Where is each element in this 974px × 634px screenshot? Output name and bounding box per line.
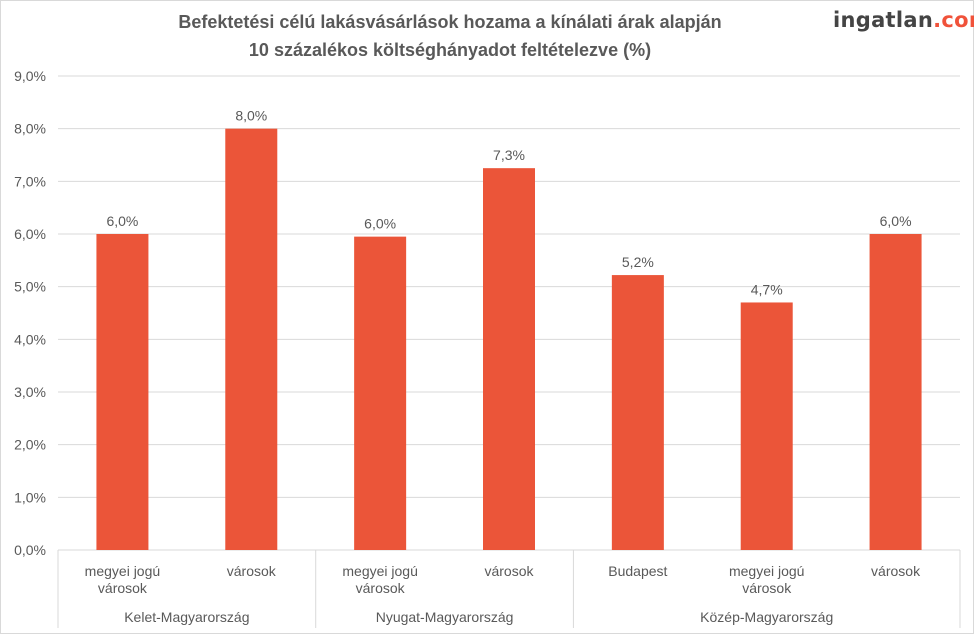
y-tick-label: 9,0%: [14, 68, 46, 84]
x-tick-label: megyei jogú: [729, 563, 805, 579]
logo-name: ingatlan: [833, 8, 934, 32]
logo-tld: .com: [933, 8, 974, 32]
data-label: 8,0%: [235, 108, 267, 124]
bar: [225, 128, 278, 550]
y-tick-label: 4,0%: [14, 331, 46, 347]
ingatlan-logo: ingatlan.com: [833, 8, 974, 32]
group-label: Közép-Magyarország: [700, 609, 833, 625]
data-label: 6,0%: [364, 216, 396, 232]
y-tick-label: 6,0%: [14, 226, 46, 242]
y-tick-label: 0,0%: [14, 542, 46, 558]
bar: [96, 234, 149, 550]
x-tick-label: városok: [227, 563, 277, 579]
x-tick-label: városok: [98, 580, 148, 596]
chart-subtitle: 10 százalékos költséghányadot feltételez…: [248, 40, 652, 60]
y-tick-label: 8,0%: [14, 121, 46, 137]
data-label: 6,0%: [880, 213, 912, 229]
x-tick-label: Budapest: [608, 563, 667, 579]
x-tick-label: városok: [871, 563, 921, 579]
data-label: 5,2%: [622, 254, 654, 270]
data-label: 7,3%: [493, 147, 525, 163]
x-tick-label: városok: [356, 580, 406, 596]
group-label: Kelet-Magyarország: [124, 609, 249, 625]
chart-title: Befektetési célú lakásvásárlások hozama …: [178, 12, 722, 32]
y-tick-label: 3,0%: [14, 384, 46, 400]
x-tick-label: városok: [484, 563, 534, 579]
x-tick-label: városok: [742, 580, 792, 596]
bar: [740, 302, 793, 550]
y-tick-label: 5,0%: [14, 279, 46, 295]
x-tick-label: megyei jogú: [85, 563, 161, 579]
bar: [611, 275, 664, 550]
group-label: Nyugat-Magyarország: [376, 609, 514, 625]
y-tick-label: 1,0%: [14, 489, 46, 505]
data-label: 6,0%: [106, 213, 138, 229]
bar: [354, 236, 407, 550]
y-tick-label: 7,0%: [14, 173, 46, 189]
x-tick-label: megyei jogú: [342, 563, 418, 579]
bar: [483, 168, 535, 550]
data-label: 4,7%: [751, 281, 783, 297]
bar: [869, 234, 922, 550]
y-tick-label: 2,0%: [14, 437, 46, 453]
